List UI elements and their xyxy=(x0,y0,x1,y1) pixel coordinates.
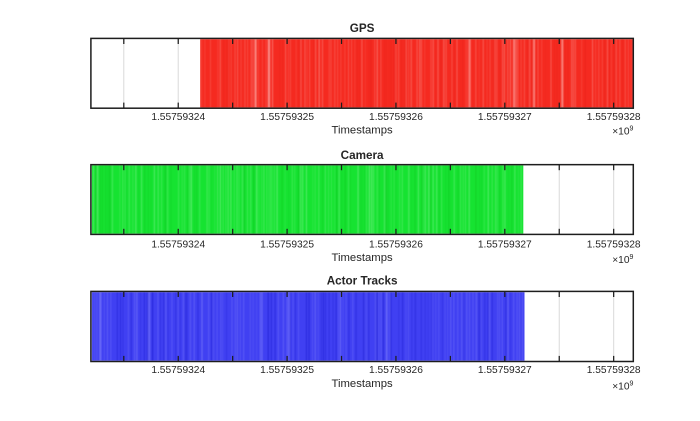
svg-text:1.55759324: 1.55759324 xyxy=(151,112,205,123)
svg-text:1.55759328: 1.55759328 xyxy=(587,365,641,376)
svg-text:1.55759324: 1.55759324 xyxy=(151,365,205,376)
svg-text:1.55759325: 1.55759325 xyxy=(260,112,314,123)
svg-text:GPS: GPS xyxy=(350,22,375,35)
svg-text:1.55759325: 1.55759325 xyxy=(260,365,314,376)
svg-text:×10: ×10 xyxy=(612,255,630,266)
svg-text:9: 9 xyxy=(630,125,634,132)
svg-text:1.55759327: 1.55759327 xyxy=(478,112,532,123)
svg-text:1.55759326: 1.55759326 xyxy=(369,239,423,250)
svg-text:Timestamps: Timestamps xyxy=(332,252,393,264)
svg-text:×10: ×10 xyxy=(612,381,630,392)
svg-text:Timestamps: Timestamps xyxy=(332,125,393,137)
svg-text:1.55759326: 1.55759326 xyxy=(369,112,423,123)
svg-text:Actor Tracks: Actor Tracks xyxy=(327,275,398,288)
svg-text:1.55759328: 1.55759328 xyxy=(587,239,641,250)
svg-text:9: 9 xyxy=(630,254,634,261)
svg-text:1.55759328: 1.55759328 xyxy=(587,112,641,123)
svg-text:1.55759326: 1.55759326 xyxy=(369,365,423,376)
svg-text:Camera: Camera xyxy=(341,149,384,162)
svg-text:1.55759327: 1.55759327 xyxy=(478,239,532,250)
svg-text:1.55759324: 1.55759324 xyxy=(151,239,205,250)
svg-text:9: 9 xyxy=(630,380,634,387)
svg-text:1.55759325: 1.55759325 xyxy=(260,239,314,250)
svg-text:×10: ×10 xyxy=(612,126,630,137)
svg-text:1.55759327: 1.55759327 xyxy=(478,365,532,376)
svg-text:Timestamps: Timestamps xyxy=(332,378,393,390)
